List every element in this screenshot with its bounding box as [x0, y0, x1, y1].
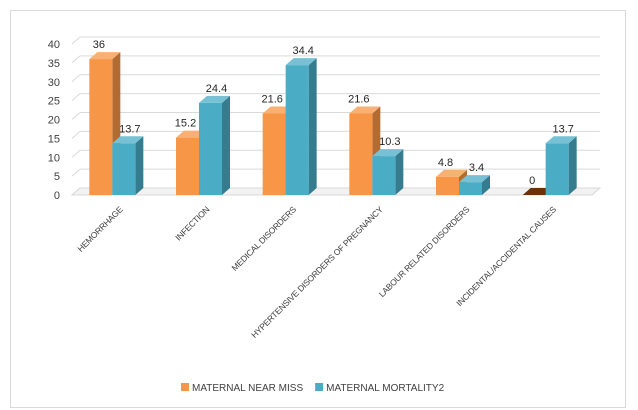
- bar[interactable]: [349, 113, 373, 195]
- bar[interactable]: [89, 59, 113, 195]
- x-tick-label: HEMORRHAGE: [75, 204, 125, 254]
- gridline-side: [71, 74, 81, 83]
- bar-top: [459, 175, 490, 183]
- y-tick-label: 0: [54, 190, 60, 202]
- bar-top: [89, 52, 121, 60]
- bar-side: [135, 136, 144, 195]
- y-tick-label: 40: [48, 39, 60, 51]
- bar[interactable]: [176, 137, 199, 195]
- bar[interactable]: [262, 113, 286, 195]
- data-label: 4.8: [438, 157, 453, 169]
- bar[interactable]: [459, 182, 482, 195]
- bar-side: [308, 58, 317, 195]
- bar-side: [222, 95, 230, 195]
- legend-swatch: [181, 383, 189, 391]
- data-label: 13.7: [119, 123, 140, 135]
- legend-label: MATERNAL NEAR MISS: [192, 383, 303, 394]
- data-label: 3.4: [469, 162, 484, 174]
- gridline-side: [71, 130, 81, 139]
- data-label: 24.4: [206, 83, 227, 95]
- bar-side: [568, 136, 577, 195]
- y-tick-label: 15: [48, 133, 60, 145]
- y-tick-label: 20: [48, 115, 60, 127]
- x-tick-label: LABOUR RELATED DISORDERS: [377, 204, 472, 299]
- data-label: 36: [93, 39, 105, 51]
- bar[interactable]: [285, 65, 309, 195]
- bar[interactable]: [199, 102, 222, 195]
- y-tick-label: 10: [48, 152, 60, 164]
- bar-top: [545, 136, 577, 144]
- bar-top: [285, 58, 317, 66]
- y-tick-label: 35: [48, 58, 60, 70]
- bar-top: [436, 169, 467, 177]
- y-tick-label: 5: [54, 171, 60, 183]
- data-label: 34.4: [292, 45, 313, 57]
- bar[interactable]: [436, 176, 459, 195]
- bar-side: [395, 149, 404, 195]
- bar[interactable]: [112, 143, 136, 195]
- bar[interactable]: [545, 143, 569, 195]
- chart-floor: [70, 187, 602, 196]
- x-tick-label: INFECTION: [173, 204, 211, 242]
- x-tick-label: INCIDENTAL/ACCIDENTAL CAUSES: [454, 204, 558, 308]
- bar-top: [199, 95, 230, 103]
- gridline-side: [71, 55, 81, 64]
- bar[interactable]: [372, 156, 396, 195]
- bar-side: [482, 175, 490, 195]
- data-label: 21.6: [348, 93, 369, 105]
- gridline-side: [71, 168, 81, 177]
- data-label: 15.2: [175, 118, 196, 130]
- bar-top: [112, 136, 144, 144]
- data-label: 10.3: [379, 136, 400, 148]
- x-tick-label: MEDICAL DISORDERS: [230, 204, 299, 273]
- y-tick-label: 30: [48, 77, 60, 89]
- gridline-side: [71, 149, 81, 158]
- legend-label: MATERNAL MORTALITY2: [326, 383, 444, 394]
- x-tick-label: HYPERTENSIVE DISORDERS OF PREGNANCY: [249, 204, 385, 340]
- gridline-side: [71, 93, 81, 102]
- data-label: 0: [529, 175, 535, 187]
- y-tick-label: 25: [48, 96, 60, 108]
- gridline-side: [71, 112, 81, 120]
- bar-top: [349, 106, 381, 114]
- data-label: 21.6: [261, 93, 282, 105]
- legend-swatch: [315, 383, 324, 391]
- gridline-side: [71, 36, 81, 45]
- data-label: 13.7: [552, 123, 573, 135]
- bar-top: [372, 149, 404, 157]
